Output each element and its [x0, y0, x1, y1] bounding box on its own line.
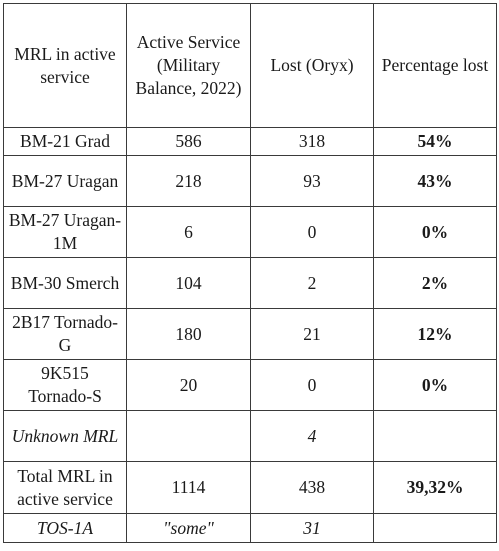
lost-cell: 4 [250, 410, 374, 462]
table-row: 9K515 Tornado-S 20 0 0% [3, 359, 497, 411]
percentage-cell: 12% [373, 308, 497, 360]
percentage-cell: 2% [373, 257, 497, 309]
lost-cell: 0 [250, 206, 374, 258]
header-lost: Lost (Oryx) [250, 3, 374, 128]
mrl-name-cell: 9K515 Tornado-S [3, 359, 127, 411]
mrl-name-cell: BM-27 Uragan-1M [3, 206, 127, 258]
table-row: TOS-1A "some" 31 [3, 513, 497, 543]
mrl-name-cell: BM-27 Uragan [3, 155, 127, 207]
percentage-cell: 54% [373, 127, 497, 156]
table-row: BM-21 Grad 586 318 54% [3, 127, 497, 156]
table-row: 2B17 Tornado-G 180 21 12% [3, 308, 497, 360]
header-row: MRL in active service Active Service (Mi… [3, 3, 497, 128]
table-row: BM-27 Uragan 218 93 43% [3, 155, 497, 207]
table-row: Unknown MRL 4 [3, 410, 497, 462]
lost-cell: 21 [250, 308, 374, 360]
lost-cell: 0 [250, 359, 374, 411]
percentage-cell [373, 410, 497, 462]
lost-cell: 2 [250, 257, 374, 309]
active-cell: 180 [126, 308, 251, 360]
percentage-cell: 0% [373, 206, 497, 258]
header-active-service: Active Service (Military Balance, 2022) [126, 3, 251, 128]
lost-cell: 31 [250, 513, 374, 543]
mrl-name-cell: BM-21 Grad [3, 127, 127, 156]
active-cell [126, 410, 251, 462]
active-cell: "some" [126, 513, 251, 543]
active-cell: 6 [126, 206, 251, 258]
table-row: BM-30 Smerch 104 2 2% [3, 257, 497, 309]
table-row: BM-27 Uragan-1M 6 0 0% [3, 206, 497, 258]
total-row: Total MRL in active service 1114 438 39,… [3, 461, 497, 514]
mrl-name-cell: 2B17 Tornado-G [3, 308, 127, 360]
header-percentage-lost: Percentage lost [373, 3, 497, 128]
percentage-cell: 39,32% [373, 461, 497, 514]
active-cell: 1114 [126, 461, 251, 514]
lost-cell: 438 [250, 461, 374, 514]
lost-cell: 93 [250, 155, 374, 207]
active-cell: 104 [126, 257, 251, 309]
active-cell: 218 [126, 155, 251, 207]
lost-cell: 318 [250, 127, 374, 156]
percentage-cell [373, 513, 497, 543]
active-cell: 586 [126, 127, 251, 156]
mrl-name-cell: Unknown MRL [3, 410, 127, 462]
percentage-cell: 43% [373, 155, 497, 207]
mrl-name-cell: TOS-1A [3, 513, 127, 543]
mrl-name-cell: BM-30 Smerch [3, 257, 127, 309]
percentage-cell: 0% [373, 359, 497, 411]
active-cell: 20 [126, 359, 251, 411]
mrl-name-cell: Total MRL in active service [3, 461, 127, 514]
header-mrl: MRL in active service [3, 3, 127, 128]
mrl-losses-table: MRL in active service Active Service (Mi… [3, 3, 497, 543]
